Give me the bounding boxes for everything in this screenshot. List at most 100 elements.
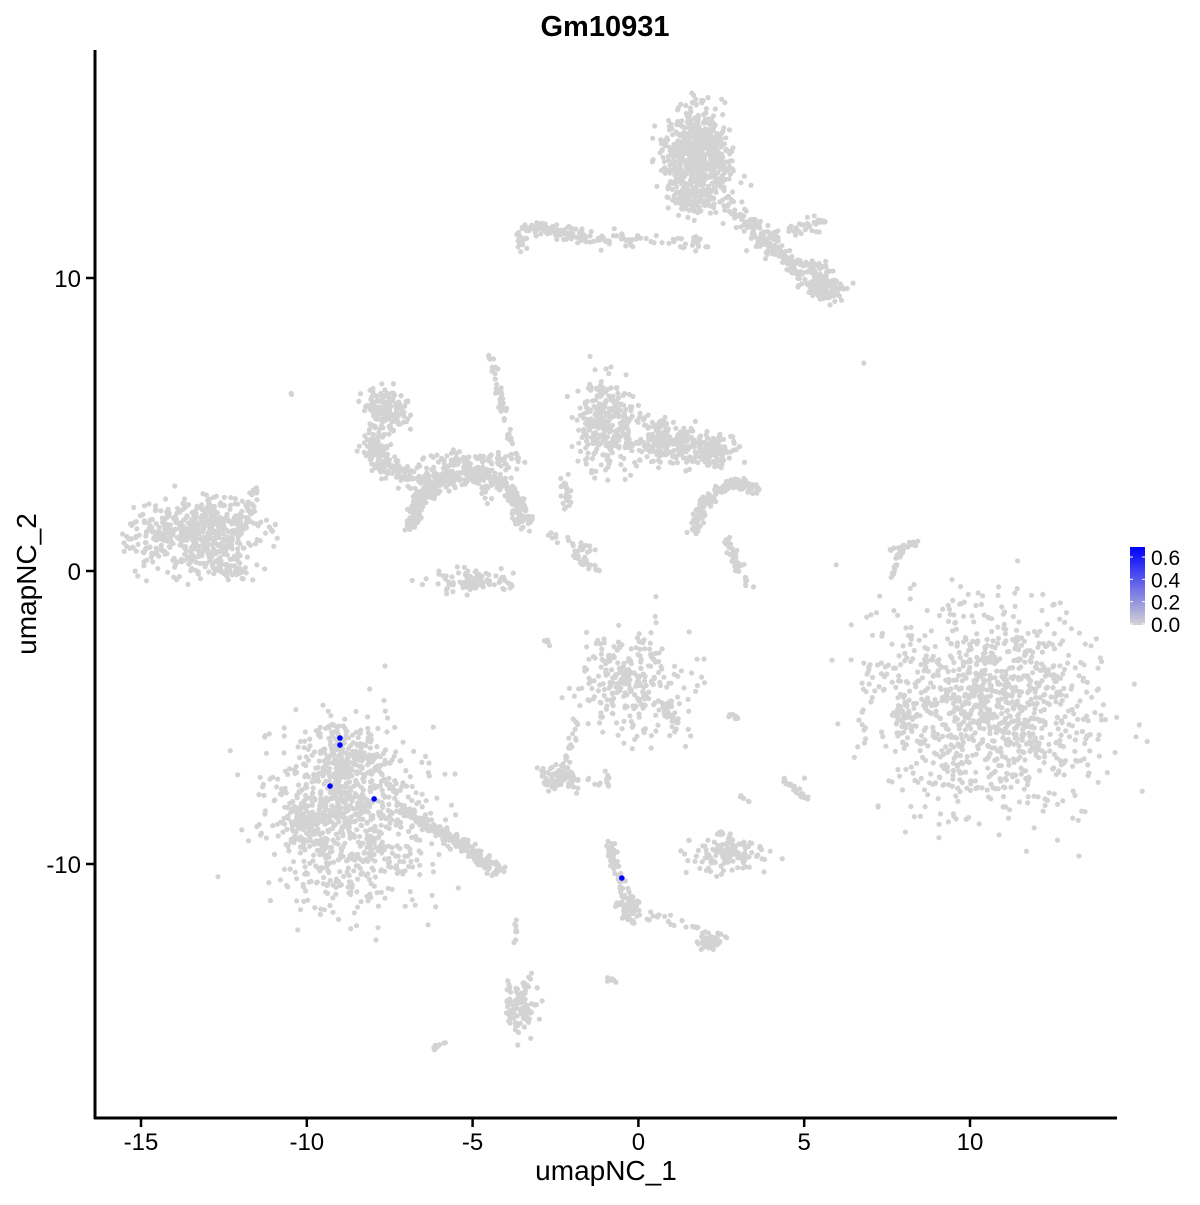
cell-point [381, 431, 388, 437]
cell-point [414, 519, 421, 526]
cell-point [899, 787, 906, 793]
cell-point [627, 404, 633, 410]
cell-point [372, 451, 378, 457]
cell-point [699, 162, 705, 168]
cell-point [977, 671, 984, 677]
cell-point [656, 457, 662, 463]
cell-point [1039, 607, 1045, 614]
cell-point [741, 459, 748, 465]
cell-point [220, 531, 226, 537]
cell-point [726, 127, 733, 133]
cell-point [663, 446, 670, 452]
cell-point [985, 794, 992, 800]
cell-point [419, 581, 425, 588]
cell-point [135, 541, 141, 547]
cell-point [892, 567, 898, 573]
cell-point [850, 280, 856, 286]
cell-point [501, 586, 507, 593]
cell-point [683, 468, 689, 474]
cell-point [189, 552, 195, 558]
cell-point [864, 671, 870, 677]
cell-point [636, 440, 643, 446]
cell-point [565, 497, 571, 503]
cell-point [495, 449, 501, 455]
cell-point [538, 231, 544, 237]
cell-point [424, 470, 430, 476]
cell-point [143, 545, 149, 551]
cell-point [370, 422, 376, 428]
cell-point [221, 494, 227, 500]
cell-point [945, 636, 951, 642]
cell-point [998, 668, 1004, 674]
cell-point [1095, 736, 1101, 743]
cell-point [975, 590, 981, 596]
cell-point [895, 695, 901, 701]
cell-point [861, 727, 867, 733]
cell-point [678, 147, 684, 153]
cell-point [630, 244, 636, 250]
cell-point [405, 483, 411, 489]
cell-point [622, 391, 628, 397]
cell-point [756, 222, 762, 228]
cell-point [235, 539, 242, 545]
cell-point [1013, 640, 1019, 646]
cell-point [1027, 748, 1033, 754]
cell-point [170, 515, 177, 521]
cell-point [675, 212, 682, 218]
cell-point [994, 756, 1000, 762]
cell-point [197, 505, 203, 511]
cell-point [388, 441, 394, 448]
cell-point [694, 114, 700, 120]
cell-point [832, 298, 838, 304]
cell-point [791, 266, 798, 272]
cell-point [1006, 665, 1013, 671]
cell-point [382, 403, 389, 409]
cell-point [917, 741, 923, 747]
cell-point [973, 670, 979, 676]
cell-point [1012, 590, 1018, 596]
cell-point [593, 397, 599, 403]
cell-point [1062, 714, 1068, 720]
cell-point [697, 448, 703, 454]
cell-point [720, 159, 726, 165]
cell-point [801, 263, 807, 269]
cell-point [503, 461, 509, 467]
cell-point [758, 232, 764, 239]
cell-point [614, 385, 620, 391]
cell-point [710, 459, 716, 465]
cell-point [156, 529, 162, 536]
cell-point [764, 248, 771, 254]
cell-point [712, 173, 719, 179]
cell-point [958, 584, 964, 590]
cell-point [665, 195, 671, 201]
cell-point [637, 457, 643, 463]
cell-point [712, 490, 719, 496]
cell-point [950, 767, 956, 773]
cell-point [949, 734, 955, 740]
cell-point [1072, 737, 1078, 743]
cell-point [498, 394, 505, 400]
cell-point [931, 750, 938, 756]
cell-point [973, 769, 979, 775]
cell-point [369, 394, 375, 400]
cell-point [564, 225, 571, 231]
cell-point [178, 528, 184, 534]
cell-point [692, 160, 698, 166]
cell-point [685, 214, 691, 220]
cell-point [833, 562, 839, 568]
cell-point [583, 438, 590, 444]
cell-point [883, 743, 889, 749]
cell-point [190, 520, 196, 526]
cell-point [954, 735, 960, 741]
cell-point [707, 128, 714, 134]
cell-point [982, 660, 988, 666]
cell-point [984, 787, 990, 793]
cell-point [456, 449, 462, 455]
cell-point [623, 421, 629, 428]
cell-point [682, 241, 689, 247]
cell-point [237, 560, 243, 566]
cell-point [902, 829, 909, 835]
cell-point [1139, 788, 1145, 794]
cell-point [1018, 656, 1024, 663]
cell-point [1023, 651, 1029, 657]
